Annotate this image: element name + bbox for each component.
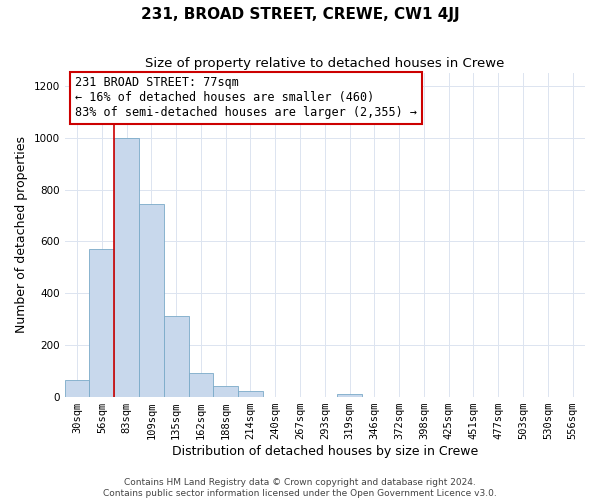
Text: 231, BROAD STREET, CREWE, CW1 4JJ: 231, BROAD STREET, CREWE, CW1 4JJ <box>140 8 460 22</box>
Text: Contains HM Land Registry data © Crown copyright and database right 2024.
Contai: Contains HM Land Registry data © Crown c… <box>103 478 497 498</box>
Bar <box>188 374 214 396</box>
Bar <box>89 249 114 396</box>
Text: 231 BROAD STREET: 77sqm
← 16% of detached houses are smaller (460)
83% of semi-d: 231 BROAD STREET: 77sqm ← 16% of detache… <box>75 76 417 120</box>
Bar <box>214 386 238 396</box>
X-axis label: Distribution of detached houses by size in Crewe: Distribution of detached houses by size … <box>172 444 478 458</box>
Bar <box>337 394 362 396</box>
Bar <box>114 138 139 396</box>
Bar <box>139 204 164 396</box>
Bar <box>164 316 188 396</box>
Bar <box>238 392 263 396</box>
Title: Size of property relative to detached houses in Crewe: Size of property relative to detached ho… <box>145 58 505 70</box>
Y-axis label: Number of detached properties: Number of detached properties <box>15 136 28 334</box>
Bar <box>65 380 89 396</box>
